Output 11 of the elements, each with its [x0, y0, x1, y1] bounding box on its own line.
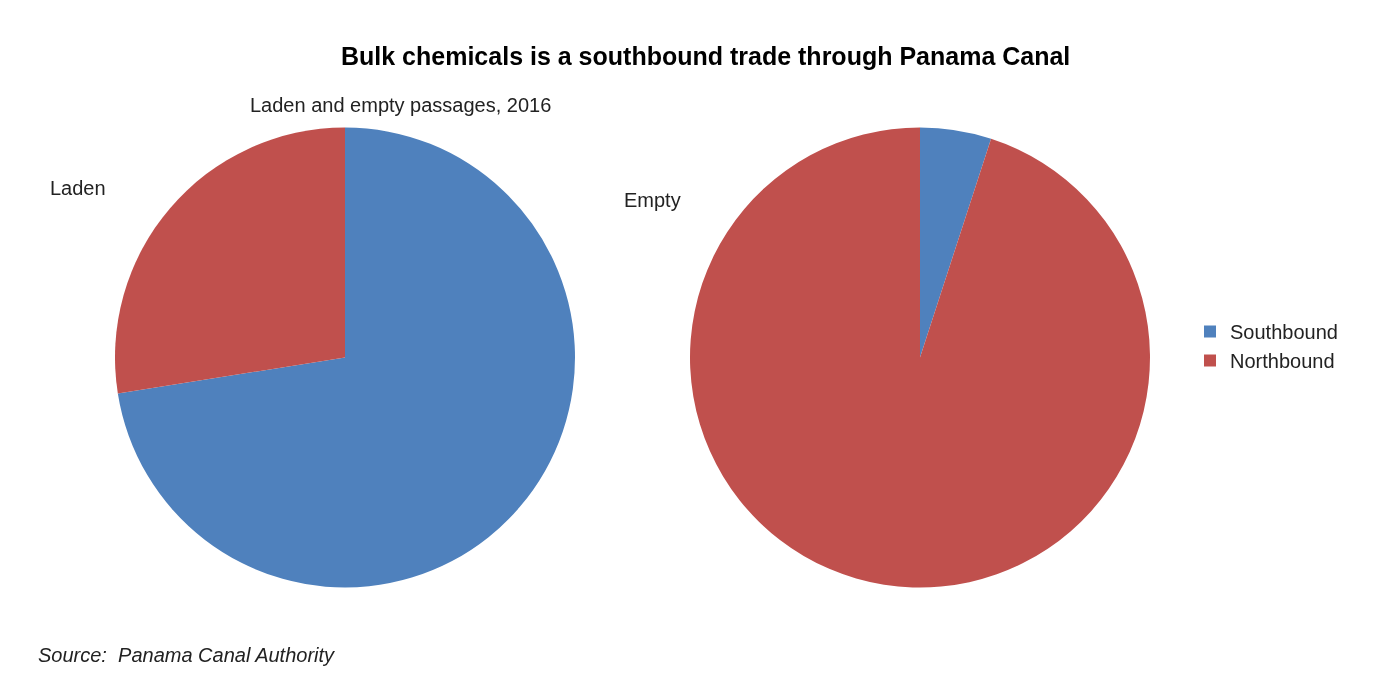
pie-slice [920, 127, 992, 358]
legend-label: Northbound [1230, 350, 1335, 373]
legend-label: Southbound [1230, 321, 1338, 344]
text: Empty [624, 189, 681, 211]
pie-slice [115, 127, 345, 394]
source-note: Source: Panama Canal Authority [38, 644, 336, 666]
pie-slice [690, 127, 1150, 588]
text: Laden [50, 177, 106, 199]
pie-slice [117, 127, 575, 588]
chart-subtitle: Laden and empty passages, 2016 [250, 94, 552, 116]
chart-title: Bulk chemicals is a southbound trade through Panama Canal [341, 42, 1071, 70]
